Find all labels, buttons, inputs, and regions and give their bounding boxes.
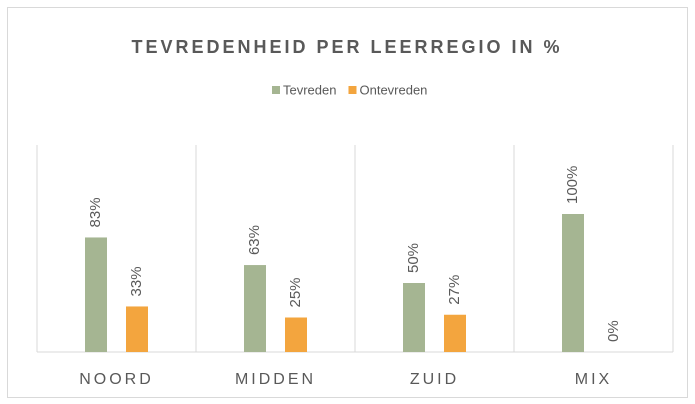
data-label: 27% bbox=[446, 275, 463, 305]
bar bbox=[285, 317, 307, 352]
legend-swatch bbox=[348, 86, 357, 94]
bar bbox=[85, 237, 107, 352]
x-tick-label: MIX bbox=[575, 371, 612, 388]
data-label: 83% bbox=[87, 197, 104, 227]
data-label: 33% bbox=[128, 266, 145, 296]
bar bbox=[444, 314, 466, 352]
data-label: 63% bbox=[246, 225, 263, 255]
data-label: 50% bbox=[405, 243, 422, 273]
bar bbox=[244, 265, 266, 352]
bar bbox=[562, 214, 584, 352]
data-label: 100% bbox=[564, 166, 581, 204]
x-tick-label: MIDDEN bbox=[235, 371, 316, 388]
chart-border bbox=[7, 7, 688, 398]
data-label: 25% bbox=[287, 277, 304, 307]
bar bbox=[126, 306, 148, 352]
chart-title: TEVREDENHEID PER LEERREGIO IN % bbox=[131, 37, 562, 57]
x-tick-label: NOORD bbox=[79, 371, 154, 388]
legend-label: Ontevreden bbox=[359, 82, 427, 97]
legend-swatch bbox=[272, 86, 280, 94]
legend-label: Tevreden bbox=[283, 82, 336, 97]
x-tick-label: ZUID bbox=[410, 371, 459, 388]
bar bbox=[403, 283, 425, 352]
data-label: 0% bbox=[605, 320, 622, 342]
